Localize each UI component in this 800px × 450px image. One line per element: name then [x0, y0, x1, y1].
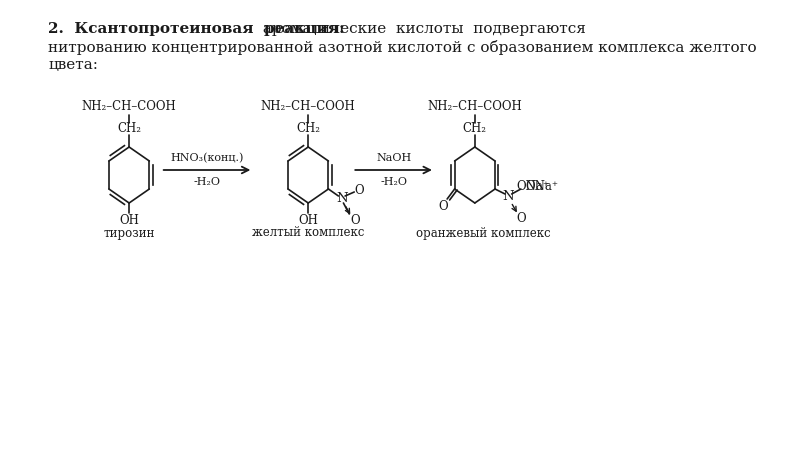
Text: O̅Na⁺: O̅Na⁺ — [526, 180, 559, 193]
Text: CH₂: CH₂ — [463, 122, 487, 135]
Text: NH₂–CH–COOH: NH₂–CH–COOH — [82, 100, 177, 113]
Text: тирозин: тирозин — [103, 226, 155, 239]
Text: ONa⁺: ONa⁺ — [517, 180, 550, 193]
Text: HNO₃(конц.): HNO₃(конц.) — [170, 153, 244, 163]
Text: ароматические  кислоты  подвергаются: ароматические кислоты подвергаются — [258, 22, 586, 36]
Text: O: O — [438, 201, 448, 213]
Text: O: O — [517, 212, 526, 225]
Text: -H₂O: -H₂O — [194, 177, 221, 187]
Text: O: O — [350, 215, 360, 228]
Text: OH: OH — [298, 213, 318, 226]
Text: цвета:: цвета: — [48, 58, 98, 72]
Text: желтый комплекс: желтый комплекс — [252, 226, 365, 239]
Text: O: O — [354, 184, 364, 197]
Text: CH₂: CH₂ — [117, 122, 141, 135]
Text: OH: OH — [119, 213, 139, 226]
Text: оранжевый комплекс: оранжевый комплекс — [416, 226, 550, 239]
Text: -H₂O: -H₂O — [380, 177, 407, 187]
Text: нитрованию концентрированной азотной кислотой с образованием комплекса желтого: нитрованию концентрированной азотной кис… — [48, 40, 757, 55]
Text: NH₂–CH–COOH: NH₂–CH–COOH — [427, 100, 522, 113]
Text: CH₂: CH₂ — [296, 122, 320, 135]
Text: N: N — [336, 193, 347, 206]
Text: 2.  Ксантопротеиновая  реакция:: 2. Ксантопротеиновая реакция: — [48, 22, 345, 36]
Text: N: N — [502, 190, 514, 203]
Text: NH₂–CH–COOH: NH₂–CH–COOH — [261, 100, 355, 113]
Text: NaOH: NaOH — [376, 153, 411, 163]
